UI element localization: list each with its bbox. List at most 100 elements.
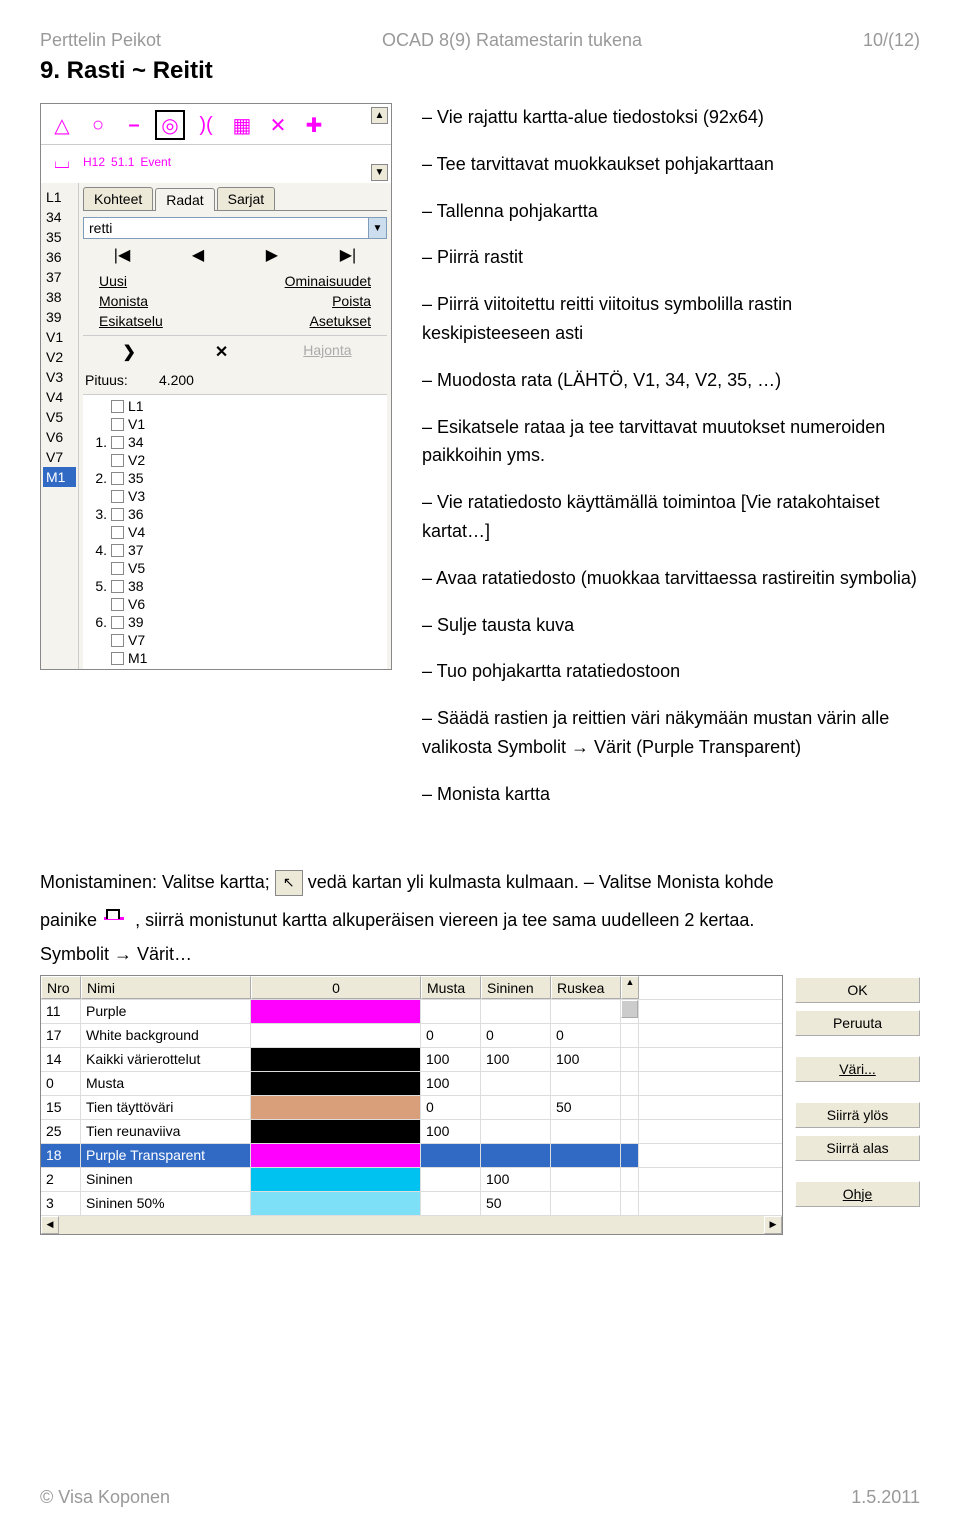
table-row[interactable]: 18Purple Transparent: [41, 1144, 782, 1168]
hatch-icon[interactable]: ▦: [227, 110, 257, 140]
checklist-row[interactable]: V3: [83, 487, 387, 505]
cup-icon[interactable]: ⌴: [47, 147, 77, 177]
left-control-list[interactable]: L1343536373839V1V2V3V4V5V6V7M1: [41, 183, 79, 669]
scroll-down-icon[interactable]: ▼: [371, 164, 388, 181]
siirra-alas-button[interactable]: Siirrä alas: [795, 1135, 920, 1161]
esikatselu-link[interactable]: Esikatselu: [99, 313, 163, 329]
last-icon[interactable]: ▶|: [336, 245, 360, 265]
list-item[interactable]: V5: [43, 407, 76, 427]
next2-icon[interactable]: ❯: [118, 342, 139, 362]
list-item[interactable]: V7: [43, 447, 76, 467]
ominaisuudet-link[interactable]: Ominaisuudet: [285, 273, 371, 289]
list-item[interactable]: 38: [43, 287, 76, 307]
num-label[interactable]: 51.1: [111, 155, 134, 169]
checkbox-icon[interactable]: [111, 436, 124, 449]
checklist-row[interactable]: 1.34: [83, 433, 387, 451]
col-nimi[interactable]: Nimi: [81, 976, 251, 999]
checkbox-icon[interactable]: [111, 490, 124, 503]
ohje-button[interactable]: Ohje: [795, 1181, 920, 1207]
checklist-row[interactable]: 3.36: [83, 505, 387, 523]
checkbox-icon[interactable]: [111, 526, 124, 539]
list-item[interactable]: 39: [43, 307, 76, 327]
event-label[interactable]: Event: [140, 155, 171, 169]
table-row[interactable]: 17White background000: [41, 1024, 782, 1048]
tab-sarjat[interactable]: Sarjat: [217, 187, 276, 210]
course-checklist[interactable]: L1V11.34V22.35V33.36V44.37V55.38V66.39V7…: [83, 394, 387, 669]
table-row[interactable]: 0Musta100: [41, 1072, 782, 1096]
checklist-row[interactable]: V6: [83, 595, 387, 613]
col-musta[interactable]: Musta: [421, 976, 481, 999]
bars-icon[interactable]: )(: [191, 110, 221, 140]
table-row[interactable]: 25Tien reunaviiva100: [41, 1120, 782, 1144]
scroll-left-icon[interactable]: ◀: [41, 1216, 59, 1234]
checkbox-icon[interactable]: [111, 562, 124, 575]
triangle-icon[interactable]: △: [47, 110, 77, 140]
table-row[interactable]: 3Sininen 50%50: [41, 1192, 782, 1216]
checkbox-icon[interactable]: [111, 616, 124, 629]
checkbox-icon[interactable]: [111, 472, 124, 485]
checklist-row[interactable]: V1: [83, 415, 387, 433]
checklist-row[interactable]: M1: [83, 649, 387, 667]
h12-label[interactable]: H12: [83, 155, 105, 169]
table-row[interactable]: 2Sininen100: [41, 1168, 782, 1192]
checklist-row[interactable]: L1: [83, 397, 387, 415]
target-icon[interactable]: ◎: [155, 110, 185, 140]
course-dropdown[interactable]: retti ▼: [83, 217, 387, 239]
checklist-row[interactable]: 2.35: [83, 469, 387, 487]
x-icon[interactable]: ✕: [263, 110, 293, 140]
checklist-row[interactable]: V4: [83, 523, 387, 541]
first-icon[interactable]: |◀: [110, 245, 134, 265]
list-item[interactable]: 35: [43, 227, 76, 247]
table-row[interactable]: 11Purple: [41, 1000, 782, 1024]
scroll-right-icon[interactable]: ▶: [764, 1216, 782, 1234]
tab-radat[interactable]: Radat: [155, 188, 214, 211]
prev-icon[interactable]: ◀: [188, 245, 208, 265]
scroll-track[interactable]: [59, 1216, 764, 1234]
checklist-row[interactable]: 6.39: [83, 613, 387, 631]
col-sininen[interactable]: Sininen: [481, 976, 551, 999]
list-item[interactable]: V1: [43, 327, 76, 347]
table-row[interactable]: 14Kaikki värierottelut100100100: [41, 1048, 782, 1072]
poista-link[interactable]: Poista: [332, 293, 371, 309]
list-item[interactable]: 37: [43, 267, 76, 287]
peruuta-button[interactable]: Peruuta: [795, 1010, 920, 1036]
uusi-link[interactable]: Uusi: [99, 273, 127, 289]
col-nro[interactable]: Nro: [41, 976, 81, 999]
checkbox-icon[interactable]: [111, 400, 124, 413]
ok-button[interactable]: OK: [795, 977, 920, 1003]
scroll-up-btn[interactable]: ▲: [621, 976, 639, 999]
list-item[interactable]: 34: [43, 207, 76, 227]
checklist-row[interactable]: V5: [83, 559, 387, 577]
close2-icon[interactable]: ✕: [211, 342, 232, 362]
next-icon[interactable]: ▶: [262, 245, 282, 265]
checkbox-icon[interactable]: [111, 508, 124, 521]
list-item[interactable]: V2: [43, 347, 76, 367]
monista-link[interactable]: Monista: [99, 293, 148, 309]
checklist-row[interactable]: V7: [83, 631, 387, 649]
checkbox-icon[interactable]: [111, 454, 124, 467]
checklist-row[interactable]: 4.37: [83, 541, 387, 559]
checkbox-icon[interactable]: [111, 598, 124, 611]
checkbox-icon[interactable]: [111, 652, 124, 665]
checkbox-icon[interactable]: [111, 418, 124, 431]
list-item[interactable]: L1: [43, 187, 76, 207]
col-swatch[interactable]: 0: [251, 976, 421, 999]
asetukset-link[interactable]: Asetukset: [310, 313, 371, 329]
list-item[interactable]: V4: [43, 387, 76, 407]
list-item[interactable]: V6: [43, 427, 76, 447]
checkbox-icon[interactable]: [111, 580, 124, 593]
h-scrollbar[interactable]: ◀ ▶: [41, 1216, 782, 1234]
list-item[interactable]: V3: [43, 367, 76, 387]
list-item[interactable]: M1: [43, 467, 76, 487]
checklist-row[interactable]: 5.38: [83, 577, 387, 595]
plus-icon[interactable]: ✚: [299, 110, 329, 140]
circle-icon[interactable]: ○: [83, 110, 113, 140]
checkbox-icon[interactable]: [111, 544, 124, 557]
col-ruskea[interactable]: Ruskea: [551, 976, 621, 999]
checklist-row[interactable]: V2: [83, 451, 387, 469]
course-dropdown-value[interactable]: retti: [83, 217, 369, 239]
tab-kohteet[interactable]: Kohteet: [83, 187, 153, 210]
vari-button[interactable]: Väri...: [795, 1056, 920, 1082]
siirra-ylos-button[interactable]: Siirrä ylös: [795, 1102, 920, 1128]
dash-icon[interactable]: –: [119, 110, 149, 140]
